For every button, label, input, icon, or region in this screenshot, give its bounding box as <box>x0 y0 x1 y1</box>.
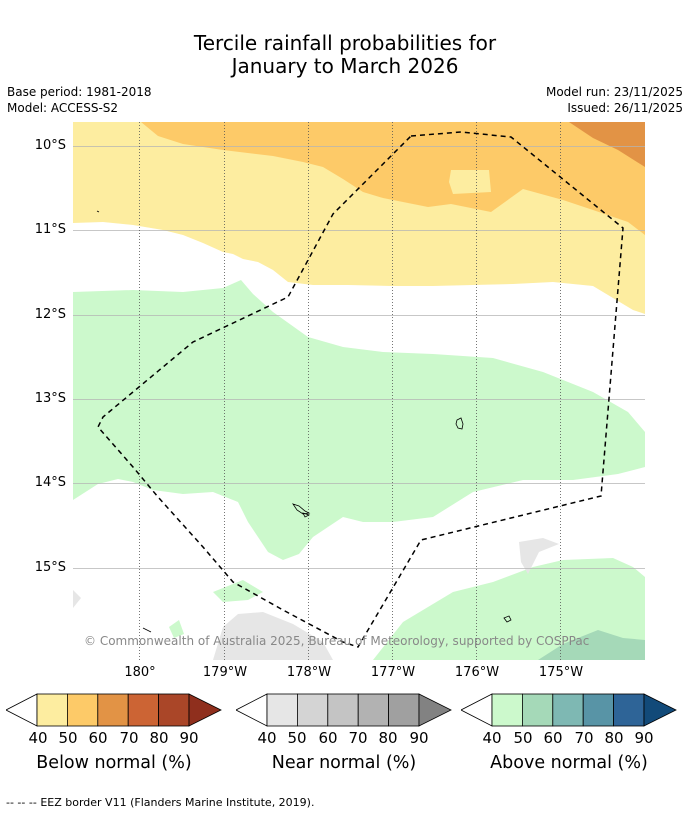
near-normal-swatch-2 <box>297 693 329 727</box>
tick-below-80: 80 <box>149 729 169 747</box>
eez-border <box>97 131 624 648</box>
tick-above-40: 40 <box>482 729 502 747</box>
near-normal-patch-south <box>213 612 333 660</box>
tick-below-90: 90 <box>179 729 199 747</box>
above-normal-swatch-4 <box>582 693 614 727</box>
tick-above-80: 80 <box>604 729 624 747</box>
near-normal-over-triangle <box>418 693 452 727</box>
colorbar-near-normal <box>236 693 452 727</box>
near-normal-swatch-1 <box>266 693 298 727</box>
lon-label-175w: 175°W <box>538 665 584 680</box>
near-normal-swatch-5 <box>388 693 420 727</box>
below-normal-swatch-4 <box>127 693 159 727</box>
island-east <box>455 417 464 430</box>
above-normal-40-50-region <box>73 280 645 560</box>
eez-line-symbol: -- -- -- <box>6 796 37 809</box>
above-normal-under-triangle <box>461 693 493 727</box>
lon-label-180: 180° <box>124 665 156 680</box>
issued-date: Issued: 26/11/2025 <box>567 101 683 115</box>
chart-title-line1: Tercile rainfall probabilities for <box>193 31 497 55</box>
below-normal-title: Below normal (%) <box>36 753 192 773</box>
above-normal-title: Above normal (%) <box>490 753 648 773</box>
above-normal-50-60-southeast <box>538 630 645 660</box>
lon-label-179w: 179°W <box>202 665 248 680</box>
tick-below-40: 40 <box>28 729 48 747</box>
above-normal-patch-west <box>213 580 263 602</box>
model-name: Model: ACCESS-S2 <box>7 101 119 115</box>
eez-legend-text: EEZ border V11 (Flanders Marine Institut… <box>40 796 315 809</box>
below-normal-over-triangle <box>188 693 222 727</box>
map-panel: © Commonwealth of Australia 2025, Bureau… <box>73 122 645 660</box>
below-normal-swatch-5 <box>158 693 190 727</box>
near-normal-title: Near normal (%) <box>271 753 417 773</box>
tick-above-70: 70 <box>574 729 594 747</box>
below-normal-60-70-region <box>569 122 645 167</box>
above-normal-patch-small <box>169 620 184 638</box>
model-run: Model run: 23/11/2025 <box>545 85 683 99</box>
tick-above-50: 50 <box>513 729 533 747</box>
island-southeast <box>503 615 512 623</box>
above-normal-swatch-3 <box>552 693 584 727</box>
below-normal-swatch-1 <box>36 693 68 727</box>
island-northwest <box>96 210 100 213</box>
above-normal-over-triangle <box>643 693 677 727</box>
lat-label-13s: 13°S <box>34 391 66 406</box>
above-normal-40-50-southeast <box>373 558 645 660</box>
lat-label-11s: 11°S <box>34 222 66 237</box>
tick-near-90: 90 <box>409 729 429 747</box>
tick-below-70: 70 <box>119 729 139 747</box>
tick-above-90: 90 <box>634 729 654 747</box>
lon-label-177w: 177°W <box>370 665 416 680</box>
tick-near-50: 50 <box>287 729 307 747</box>
above-normal-swatch-2 <box>522 693 554 727</box>
tick-above-60: 60 <box>543 729 563 747</box>
island-small-central <box>302 512 311 518</box>
latitude-gridlines <box>73 146 645 569</box>
near-normal-patch-west <box>73 590 81 608</box>
lat-label-12s: 12°S <box>34 307 66 322</box>
above-normal-swatch-1 <box>491 693 523 727</box>
chart-title-line2: January to March 2026 <box>231 54 459 78</box>
base-period: Base period: 1981-2018 <box>7 85 152 99</box>
tick-near-40: 40 <box>257 729 277 747</box>
below-normal-under-triangle <box>6 693 38 727</box>
colorbar-above-normal <box>461 693 677 727</box>
tick-near-60: 60 <box>318 729 338 747</box>
eez-legend-footer: -- -- -- EEZ border V11 (Flanders Marine… <box>6 796 314 809</box>
near-normal-swatch-3 <box>327 693 359 727</box>
near-normal-under-triangle <box>236 693 268 727</box>
below-normal-hole <box>449 170 491 194</box>
lon-label-178w: 178°W <box>286 665 332 680</box>
tick-below-50: 50 <box>58 729 78 747</box>
island-central <box>292 503 311 515</box>
near-normal-patch-east <box>519 538 559 574</box>
near-normal-swatch-4 <box>357 693 389 727</box>
below-normal-50-60-region <box>141 122 645 235</box>
lat-label-14s: 14°S <box>34 475 66 490</box>
lat-label-10s: 10°S <box>34 138 66 153</box>
copyright-notice: © Commonwealth of Australia 2025, Bureau… <box>84 634 589 648</box>
tick-near-80: 80 <box>378 729 398 747</box>
colorbar-below-normal <box>6 693 222 727</box>
tick-below-60: 60 <box>88 729 108 747</box>
above-normal-swatch-5 <box>613 693 645 727</box>
lon-label-176w: 176°W <box>454 665 500 680</box>
lat-label-15s: 15°S <box>34 560 66 575</box>
below-normal-swatch-3 <box>97 693 129 727</box>
tick-near-70: 70 <box>348 729 368 747</box>
island-southwest <box>142 627 152 633</box>
below-normal-swatch-2 <box>67 693 99 727</box>
